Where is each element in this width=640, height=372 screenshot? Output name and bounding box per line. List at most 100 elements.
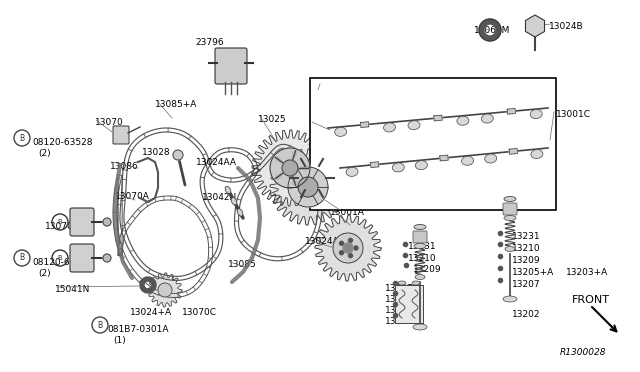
Text: 13201: 13201 [385,295,413,304]
Text: 13070C: 13070C [182,308,217,317]
Text: 13028: 13028 [142,148,171,157]
Circle shape [354,246,358,250]
Ellipse shape [414,244,426,248]
Text: 13209: 13209 [413,265,442,274]
Ellipse shape [413,324,427,330]
Circle shape [103,218,111,226]
Text: 13025: 13025 [258,115,287,124]
Ellipse shape [346,167,358,176]
Polygon shape [252,130,328,206]
Text: (1): (1) [113,336,125,345]
Circle shape [343,243,353,253]
Ellipse shape [231,198,237,205]
Ellipse shape [408,121,420,130]
Ellipse shape [504,215,516,221]
Circle shape [158,283,172,297]
Ellipse shape [392,163,404,172]
Bar [395,285,423,323]
Text: 13207: 13207 [512,280,541,289]
Polygon shape [148,273,182,307]
Text: 13001C: 13001C [556,110,591,119]
Text: 13024B: 13024B [549,22,584,31]
FancyBboxPatch shape [413,231,427,243]
Ellipse shape [531,150,543,158]
Circle shape [270,148,310,188]
Text: 13210: 13210 [408,254,436,263]
FancyBboxPatch shape [215,48,247,84]
Text: 13024A: 13024A [305,237,340,246]
Polygon shape [292,151,297,160]
Circle shape [340,241,344,245]
Polygon shape [509,148,518,154]
Ellipse shape [481,114,493,123]
Circle shape [103,254,111,262]
Text: B: B [58,219,62,225]
Text: (2): (2) [38,149,51,158]
Ellipse shape [415,275,425,279]
Text: 13086: 13086 [110,162,139,171]
Text: 13024: 13024 [320,196,349,205]
Text: 13024+A: 13024+A [130,308,172,317]
Text: 13070A: 13070A [115,192,150,201]
FancyBboxPatch shape [503,203,517,215]
Ellipse shape [505,247,515,251]
Circle shape [288,167,328,207]
Ellipse shape [457,116,469,125]
Text: 13024AA: 13024AA [196,158,237,167]
Polygon shape [315,215,381,281]
Circle shape [333,233,363,263]
Text: 13210: 13210 [512,244,541,253]
Text: 13064M: 13064M [474,26,510,35]
Polygon shape [298,166,308,170]
Ellipse shape [484,154,497,163]
Text: 13001A: 13001A [330,208,365,217]
FancyBboxPatch shape [113,126,129,144]
Polygon shape [292,176,297,185]
Circle shape [173,150,183,160]
Text: 13085: 13085 [228,260,257,269]
Text: B: B [97,321,102,330]
Text: 13202: 13202 [512,310,541,319]
Text: 13070+A: 13070+A [45,222,88,231]
Polygon shape [371,162,379,167]
Polygon shape [270,149,346,225]
Text: B: B [19,134,24,142]
Ellipse shape [398,281,406,285]
Ellipse shape [504,196,516,202]
Circle shape [348,238,353,243]
Ellipse shape [335,127,347,137]
Text: 13205+A: 13205+A [512,268,554,277]
Circle shape [348,254,353,257]
Polygon shape [507,109,516,114]
Ellipse shape [531,110,542,119]
Polygon shape [275,157,284,163]
Text: 13203: 13203 [385,306,413,315]
Ellipse shape [461,156,474,165]
Text: 13020S: 13020S [315,88,349,97]
Text: 08120-64028: 08120-64028 [32,258,92,267]
Text: 15041N: 15041N [55,285,90,294]
Circle shape [340,251,344,255]
Text: 13001A: 13001A [312,120,347,129]
Ellipse shape [414,224,426,230]
Text: 08120-63528: 08120-63528 [32,138,93,147]
Text: 13085+A: 13085+A [155,100,197,109]
Polygon shape [440,155,448,161]
Text: 13203+A: 13203+A [566,268,608,277]
Text: 23796: 23796 [195,38,223,47]
Text: 13042N: 13042N [202,193,237,202]
Text: 13205: 13205 [385,317,413,326]
Ellipse shape [237,209,243,216]
Text: 13231: 13231 [408,242,436,251]
Text: 13207: 13207 [385,284,413,293]
Text: 13231: 13231 [512,232,541,241]
Bar [310,78,556,210]
Text: 081B7-0301A: 081B7-0301A [107,325,168,334]
Polygon shape [434,115,442,121]
Ellipse shape [412,281,420,285]
Text: B: B [58,255,62,261]
FancyBboxPatch shape [70,208,94,236]
Ellipse shape [383,123,396,132]
Ellipse shape [503,296,517,302]
Polygon shape [275,173,284,179]
